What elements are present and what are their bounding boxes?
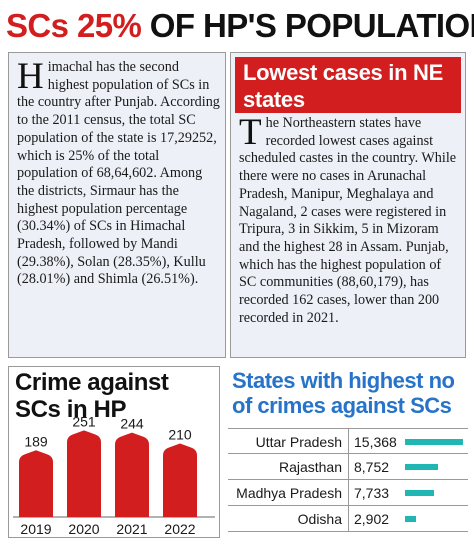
- crime-value-label-2019: 189: [24, 433, 48, 449]
- drop-cap-t: T: [239, 112, 262, 153]
- state-name: Madhya Pradesh: [228, 480, 349, 505]
- crime-hp-chart-title: Crime against SCs in HP: [15, 369, 169, 423]
- crime-year-label-2022: 2022: [164, 521, 195, 537]
- state-row: Uttar Pradesh 15,368: [228, 428, 468, 454]
- sc-population-text: imachal has the second highest populatio…: [17, 59, 220, 288]
- crime-bar-2020: [67, 430, 101, 517]
- crime-year-label-2020: 2020: [68, 521, 99, 537]
- crime-hp-bar-chart: 189 2019 251 2020 244 2021 210 2022: [13, 413, 215, 537]
- state-crime-count: 8,752: [354, 459, 390, 475]
- headline-red-part: SCs 25%: [6, 7, 142, 44]
- crime-bar-2021: [115, 432, 149, 517]
- state-crime-count: 15,368: [354, 434, 397, 450]
- state-crime-count: 2,902: [354, 511, 390, 527]
- headline: SCs 25% OF HP'S POPULATION: [6, 4, 474, 48]
- crime-year-label-2019: 2019: [20, 521, 51, 537]
- state-name: Uttar Pradesh: [228, 429, 349, 454]
- headline-black-part: OF HP'S POPULATION: [149, 7, 474, 44]
- state-name: Odisha: [228, 506, 349, 531]
- crime-year-label-2021: 2021: [116, 521, 147, 537]
- state-row: Madhya Pradesh 7,733: [228, 480, 468, 506]
- state-crime-bar: [405, 439, 463, 445]
- state-crime-bar: [405, 490, 434, 496]
- ne-states-text: he Northeastern states have recorded low…: [239, 115, 457, 326]
- crime-value-label-2022: 210: [168, 427, 192, 443]
- state-crime-count: 7,733: [354, 485, 390, 501]
- state-name: Rajasthan: [228, 454, 349, 479]
- crime-hp-chart-box: Crime against SCs in HP 189 2019 251 2020 24…: [8, 366, 220, 538]
- drop-cap-h: H: [17, 56, 44, 97]
- state-crime-bar: [405, 516, 416, 522]
- states-crimes-table: Uttar Pradesh 15,368 Rajasthan 8,752 Madhya …: [228, 428, 468, 532]
- state-row: Odisha 2,902: [228, 506, 468, 532]
- crime-bar-2022: [163, 443, 197, 517]
- states-crimes-title: States with highest no of crimes against…: [232, 368, 455, 418]
- states-crimes-box: States with highest no of crimes against…: [228, 366, 468, 538]
- state-row: Rajasthan 8,752: [228, 454, 468, 480]
- state-crime-bar: [405, 464, 438, 470]
- crime-value-label-2020: 251: [72, 413, 96, 429]
- ne-states-banner: Lowest cases in NE states: [235, 57, 461, 113]
- crime-value-label-2021: 244: [120, 416, 144, 432]
- crime-bar-2019: [19, 450, 53, 517]
